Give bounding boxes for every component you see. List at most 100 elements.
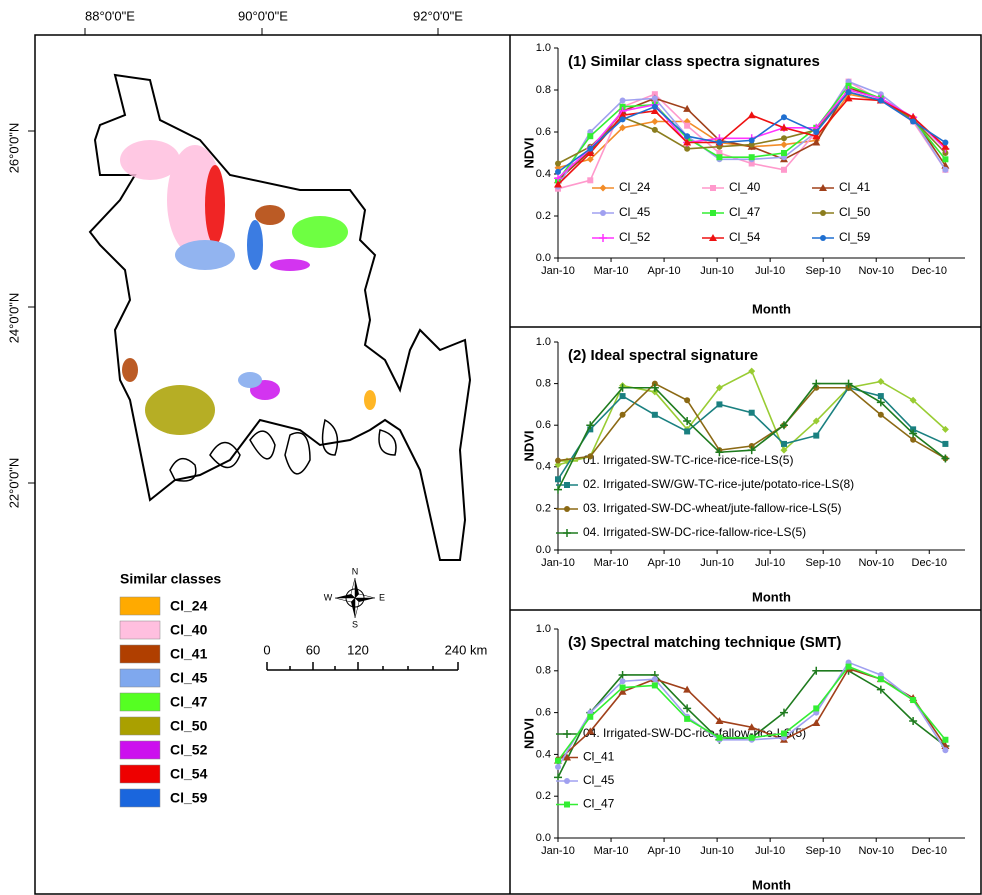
marker <box>651 126 658 133</box>
marker <box>619 97 626 104</box>
marker <box>651 682 658 689</box>
y-tick-label: 0.6 <box>536 126 551 138</box>
marker <box>813 705 820 712</box>
marker <box>554 773 562 782</box>
marker <box>619 103 626 110</box>
legend-swatch <box>119 788 161 808</box>
y-axis-label: NDVI <box>521 137 536 168</box>
legend-label: Cl_40 <box>729 180 761 194</box>
y-tick-label: 0.2 <box>536 210 551 222</box>
y-tick-label: 0.4 <box>536 461 551 473</box>
x-tick-label: Jan-10 <box>541 557 575 569</box>
x-tick-label: Sep-10 <box>805 557 840 569</box>
marker <box>651 95 658 102</box>
x-tick-label: Dec-10 <box>912 265 947 277</box>
marker <box>877 97 884 104</box>
marker <box>845 89 852 96</box>
y-tick-label: 0.4 <box>536 748 551 760</box>
marker <box>942 150 949 156</box>
marker <box>747 723 756 731</box>
marker <box>910 697 917 704</box>
y-axis-label: NDVI <box>521 718 536 749</box>
marker <box>618 383 627 392</box>
legend-marker <box>710 210 716 216</box>
chart-title: (2) Ideal spectral signature <box>568 347 758 364</box>
y-tick-label: 0.8 <box>536 665 551 677</box>
marker <box>586 421 595 430</box>
lat-label: 26°0'0"N <box>6 123 21 174</box>
marker <box>748 367 756 375</box>
legend-swatch <box>119 596 161 616</box>
y-tick-label: 0.2 <box>536 790 551 802</box>
marker <box>942 139 949 146</box>
marker <box>942 440 949 447</box>
legend-marker <box>599 234 607 242</box>
marker <box>555 457 561 464</box>
legend-marker <box>600 210 606 216</box>
legend-swatch <box>119 692 161 712</box>
legend-swatch <box>119 620 161 640</box>
marker <box>651 411 658 418</box>
marker <box>683 704 692 713</box>
y-tick-label: 0.0 <box>536 544 551 556</box>
class-patches <box>120 140 376 435</box>
x-axis-label: Month <box>752 301 791 316</box>
marker <box>779 123 788 131</box>
legend-label: Cl_24 <box>170 598 208 614</box>
marker <box>942 736 949 743</box>
legend-swatch <box>119 740 161 760</box>
marker <box>554 180 562 188</box>
marker <box>683 417 692 426</box>
marker <box>586 155 594 163</box>
marker <box>715 384 723 392</box>
graticule-ticks <box>28 28 439 484</box>
chart-title: (1) Similar class spectra signatures <box>568 53 820 70</box>
legend-marker <box>564 506 570 512</box>
marker <box>780 114 787 121</box>
figure-frame <box>34 34 982 895</box>
marker <box>651 380 658 387</box>
marker <box>716 734 723 741</box>
marker <box>909 716 918 725</box>
legend-marker <box>563 529 571 537</box>
legend-label: Cl_41 <box>839 180 871 194</box>
marker <box>619 124 627 132</box>
x-tick-label: Jul-10 <box>755 845 785 857</box>
marker <box>683 104 692 112</box>
legend-label: Cl_50 <box>170 718 208 734</box>
marker <box>780 150 787 156</box>
marker <box>684 428 691 435</box>
marker <box>941 454 950 463</box>
marker <box>812 132 821 140</box>
marker <box>555 757 561 764</box>
x-tick-label: Jun-10 <box>700 557 734 569</box>
x-tick-label: Mar-10 <box>594 557 629 569</box>
marker <box>779 708 788 717</box>
legend-label: Cl_54 <box>729 230 761 244</box>
marker <box>619 684 626 691</box>
legend-marker <box>820 210 826 216</box>
marker <box>619 393 626 400</box>
marker <box>909 113 918 121</box>
legend-label: Cl_45 <box>619 205 651 219</box>
marker <box>780 730 787 737</box>
y-axis-label: NDVI <box>521 430 536 461</box>
compass-label: E <box>379 592 385 602</box>
compass: N E S W <box>324 566 385 629</box>
marker <box>683 138 692 146</box>
marker <box>942 166 949 173</box>
legend-marker <box>564 482 570 488</box>
marker <box>877 411 884 418</box>
marker <box>813 432 820 439</box>
map-legend-title: Similar classes <box>120 571 221 587</box>
marker <box>876 685 885 694</box>
x-tick-label: Jun-10 <box>700 265 734 277</box>
lat-label: 22°0'0"N <box>6 458 21 509</box>
compass-label: S <box>352 619 358 629</box>
legend-label: 04. Irrigated-SW-DC-rice-fallow-rice-LS(… <box>583 525 806 539</box>
lon-label: 88°0'0"E <box>85 8 135 23</box>
marker <box>684 397 691 404</box>
x-tick-label: Jul-10 <box>755 265 785 277</box>
marker <box>651 91 658 98</box>
